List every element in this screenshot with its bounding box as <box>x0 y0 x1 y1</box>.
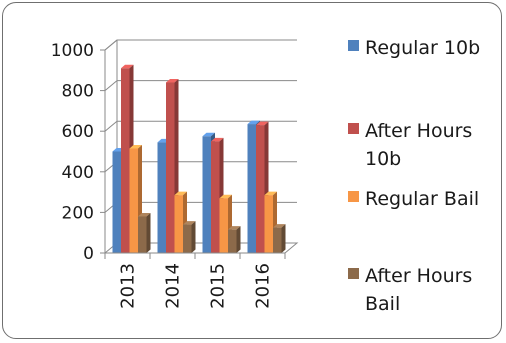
bar-side <box>191 221 196 253</box>
bar-side <box>236 226 241 253</box>
legend-swatch-after-hours-10b <box>348 123 359 134</box>
bar <box>264 195 273 253</box>
y-tick-label: 200 <box>62 203 94 223</box>
legend-swatch-after-hours-bail <box>348 268 359 279</box>
legend-item-after-hours-10b: After Hours 10b <box>348 117 495 173</box>
bar-top <box>138 212 151 217</box>
bar <box>129 148 138 253</box>
x-tick-label: 2015 <box>208 263 229 309</box>
bar <box>174 195 183 253</box>
x-tick-label: 2014 <box>163 263 184 309</box>
bar-top <box>211 137 224 142</box>
bar <box>247 124 256 253</box>
y-tick-label: 600 <box>62 122 94 142</box>
legend-label-after-hours-10b: After Hours 10b <box>365 120 473 170</box>
legend-swatch-regular-10b <box>348 40 359 51</box>
bar-side <box>146 212 151 253</box>
y-tick-label: 1000 <box>51 41 94 61</box>
x-tick-label: 2013 <box>118 263 139 309</box>
legend-item-after-hours-bail: After Hours Bail <box>348 262 475 318</box>
y-tick-label: 0 <box>83 244 94 264</box>
bar <box>112 151 121 253</box>
bar <box>202 136 211 253</box>
legend-label-regular-10b: Regular 10b <box>365 37 481 59</box>
bar <box>219 198 228 253</box>
x-tick-label: 2016 <box>253 263 274 309</box>
legend-item-regular-10b: Regular 10b <box>348 34 480 62</box>
bar-top <box>129 144 142 149</box>
y-tick-label: 800 <box>62 82 94 102</box>
bar-top <box>247 120 260 125</box>
chart-frame <box>2 2 502 339</box>
bar-top <box>219 194 232 199</box>
bar-top <box>264 191 277 196</box>
bar <box>166 82 175 253</box>
bar-top <box>166 78 179 83</box>
bar-top <box>256 121 269 126</box>
bar-side <box>281 224 286 253</box>
legend-swatch-regular-bail <box>348 191 359 202</box>
bar <box>256 125 265 253</box>
bar <box>228 229 237 253</box>
chart-legend: Regular 10b After Hours 10b Regular Bail… <box>348 0 506 343</box>
bar <box>211 141 220 253</box>
bar <box>183 224 192 253</box>
legend-item-regular-bail: Regular Bail <box>348 185 479 213</box>
legend-label-after-hours-bail: After Hours Bail <box>365 265 473 315</box>
y-axis-top-edge <box>104 39 118 51</box>
legend-label-regular-bail: Regular Bail <box>365 188 480 210</box>
bar <box>273 227 282 253</box>
bar-top <box>202 132 215 137</box>
y-tick-label: 400 <box>62 163 94 183</box>
bar-top <box>174 191 187 196</box>
bar <box>121 68 130 254</box>
bar <box>138 216 147 253</box>
bar-top <box>121 64 134 69</box>
bar-top <box>273 224 286 228</box>
bar-top <box>228 226 241 230</box>
bar-top <box>183 221 196 225</box>
bar <box>157 142 166 253</box>
